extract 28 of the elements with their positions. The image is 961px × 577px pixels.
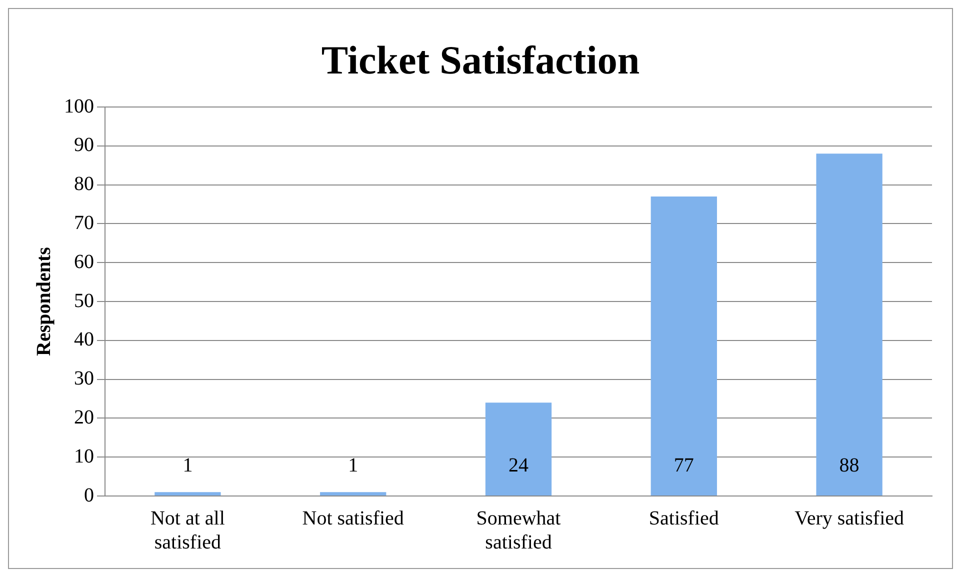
data-label: 1 <box>182 454 193 476</box>
bar <box>650 196 717 496</box>
chart-title: Ticket Satisfaction <box>321 37 640 82</box>
y-tick-label: 40 <box>74 328 94 351</box>
y-axis-title: Respondents <box>33 246 56 356</box>
x-tick-label: Not satisfied <box>302 507 404 530</box>
x-tick-label: Not at all satisfied <box>150 507 226 554</box>
x-tick-label: Somewhat satisfied <box>476 507 562 554</box>
y-tick-label: 20 <box>74 406 94 428</box>
data-label: 1 <box>348 454 358 476</box>
x-tick-label: Very satisfied <box>794 507 904 530</box>
bar <box>154 492 221 496</box>
y-tick-label: 50 <box>74 290 94 312</box>
data-label: 24 <box>508 454 528 476</box>
bar <box>816 154 882 496</box>
y-tick-label: 100 <box>64 95 94 118</box>
y-tick-label: 60 <box>74 250 94 273</box>
bar <box>485 402 552 496</box>
y-tick-label: 0 <box>84 484 94 506</box>
y-tick-label: 90 <box>74 134 94 156</box>
x-tick-label: Satisfied <box>648 507 719 530</box>
y-tick-label: 30 <box>74 368 94 390</box>
data-label: 88 <box>839 454 860 476</box>
bar <box>320 492 386 496</box>
y-tick-label: 80 <box>74 173 94 196</box>
data-label: 77 <box>674 454 694 476</box>
y-tick-label: 70 <box>74 212 94 234</box>
y-tick-label: 10 <box>74 445 94 468</box>
